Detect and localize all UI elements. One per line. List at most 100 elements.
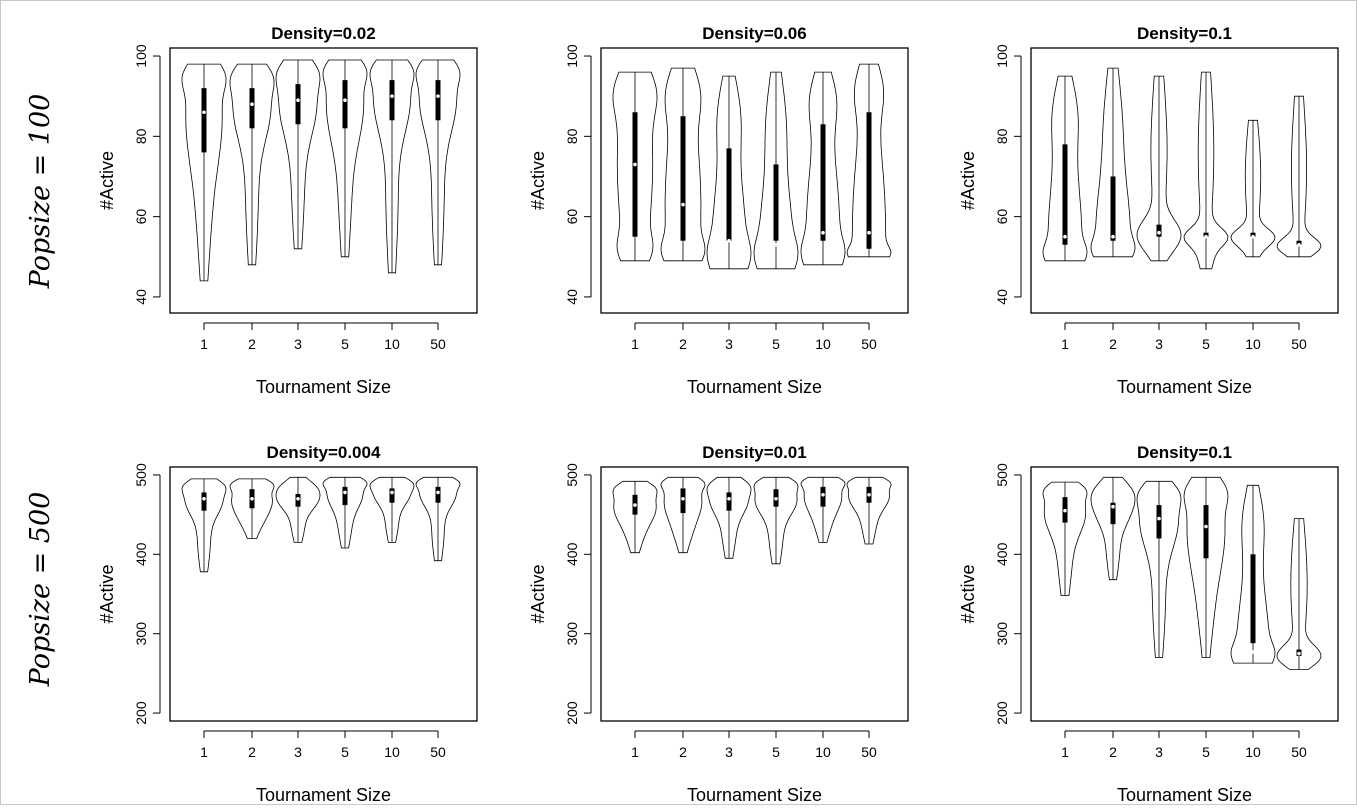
violin-panel-1: Density=0.02 40 60 80 100 #Active 1 2 3 5 10 50 Tour… <box>97 24 478 397</box>
violin-median-dot <box>1297 242 1301 247</box>
x-tick-label: 1 <box>631 336 639 352</box>
violin-iqr-box <box>389 80 395 121</box>
panel-frame <box>169 466 478 722</box>
violin-iqr-box <box>435 486 441 503</box>
violin-iqr-box <box>201 88 207 153</box>
violin-iqr-box <box>1250 554 1256 644</box>
violin-iqr-box <box>342 486 348 506</box>
y-axis-label: #Active <box>958 151 978 210</box>
violin-iqr-box <box>249 88 255 129</box>
violin-3 <box>275 59 321 250</box>
violin-outline <box>1136 75 1182 262</box>
y-tick-label: 80 <box>133 128 149 144</box>
x-axis-label: Tournament Size <box>256 377 391 397</box>
violin-median-dot <box>296 496 300 501</box>
violin-outline <box>1230 484 1276 664</box>
violin-median-dot <box>867 492 871 497</box>
x-tick-label: 50 <box>430 336 446 352</box>
violin-iqr-box <box>866 112 872 249</box>
violin-3 <box>275 476 321 543</box>
violin-iqr-box <box>680 488 686 514</box>
x-tick-label: 2 <box>679 336 687 352</box>
y-tick-label: 100 <box>133 44 149 68</box>
violin-2 <box>660 67 706 262</box>
violin-median-dot <box>436 490 440 495</box>
violin-outline <box>660 476 706 554</box>
violin-outline <box>1276 95 1322 258</box>
x-tick-label: 1 <box>200 336 208 352</box>
panel-title: Density=0.06 <box>702 24 806 43</box>
violin-median-dot <box>390 490 394 495</box>
violin-outline <box>706 476 752 559</box>
violin-outline <box>753 71 799 270</box>
violin-iqr-box <box>680 116 686 241</box>
violin-median-dot <box>681 496 685 501</box>
violin-iqr-box <box>632 112 638 237</box>
violin-median-dot <box>633 503 637 507</box>
violin-iqr-box <box>1156 505 1162 539</box>
y-tick-label: 400 <box>133 542 149 566</box>
row-label-popsize-500: Popsize = 500 <box>25 492 56 688</box>
x-tick-label: 5 <box>1202 336 1210 352</box>
violin-outline <box>1136 480 1182 658</box>
violin-median-dot <box>774 496 778 501</box>
violin-median-dot <box>727 496 731 501</box>
y-tick-label: 60 <box>994 209 1010 225</box>
violin-10 <box>1230 484 1276 664</box>
panel-title: Density=0.01 <box>702 443 806 462</box>
violin-outline <box>415 59 461 266</box>
panel-frame <box>1030 466 1339 722</box>
violin-2 <box>229 478 275 539</box>
violin-outline <box>800 476 846 543</box>
violin-iqr-box <box>726 148 732 241</box>
violin-outline <box>706 75 752 270</box>
x-tick-label: 10 <box>1245 744 1261 760</box>
violin-median-dot <box>633 162 637 167</box>
violin-5 <box>1183 71 1229 270</box>
y-tick-label: 400 <box>564 542 580 566</box>
violin-outline <box>660 67 706 262</box>
y-tick-label: 60 <box>564 209 580 225</box>
x-axis-label: Tournament Size <box>1117 785 1252 805</box>
violin-5 <box>322 476 368 549</box>
x-tick-label: 5 <box>341 336 349 352</box>
violin-outline <box>1090 476 1136 581</box>
violin-outline <box>229 478 275 539</box>
x-tick-label: 2 <box>1109 744 1117 760</box>
x-tick-label: 50 <box>861 744 877 760</box>
y-tick-label: 60 <box>133 209 149 225</box>
y-tick-label: 40 <box>133 289 149 305</box>
violin-panel-3: Density=0.1 40 60 80 100 #Active 1 2 3 5 10 50 Tourn… <box>958 24 1339 397</box>
violin-median-dot <box>681 202 685 207</box>
violin-iqr-box <box>1110 176 1116 241</box>
violin-outline <box>1183 476 1229 658</box>
y-tick-label: 500 <box>994 463 1010 487</box>
violin-iqr-box <box>1296 240 1302 245</box>
x-axis-label: Tournament Size <box>256 785 391 805</box>
violin-iqr-box <box>342 80 348 129</box>
violin-median-dot <box>727 238 731 243</box>
y-tick-label: 100 <box>564 44 580 68</box>
x-axis-label: Tournament Size <box>687 785 822 805</box>
violin-iqr-box <box>1203 505 1209 559</box>
x-tick-label: 1 <box>1061 744 1069 760</box>
x-tick-label: 3 <box>725 336 733 352</box>
violin-10 <box>369 476 415 543</box>
violin-1 <box>1042 481 1088 596</box>
panel-title: Density=0.004 <box>267 443 381 462</box>
y-axis-label: #Active <box>528 151 548 210</box>
x-tick-label: 3 <box>725 744 733 760</box>
violin-median-dot <box>1297 651 1301 656</box>
violin-panel-6: Density=0.1 200 300 400 500 #Active 1 2 3 5 10 50 To… <box>958 443 1339 805</box>
x-tick-label: 10 <box>384 336 400 352</box>
violin-outline <box>275 476 321 543</box>
x-tick-label: 10 <box>384 744 400 760</box>
violin-median-dot <box>821 492 825 497</box>
x-tick-label: 2 <box>1109 336 1117 352</box>
x-tick-label: 50 <box>861 336 877 352</box>
violin-outline <box>846 476 892 545</box>
violin-median-dot <box>296 98 300 102</box>
violin-outline <box>612 71 658 262</box>
x-tick-label: 2 <box>679 744 687 760</box>
